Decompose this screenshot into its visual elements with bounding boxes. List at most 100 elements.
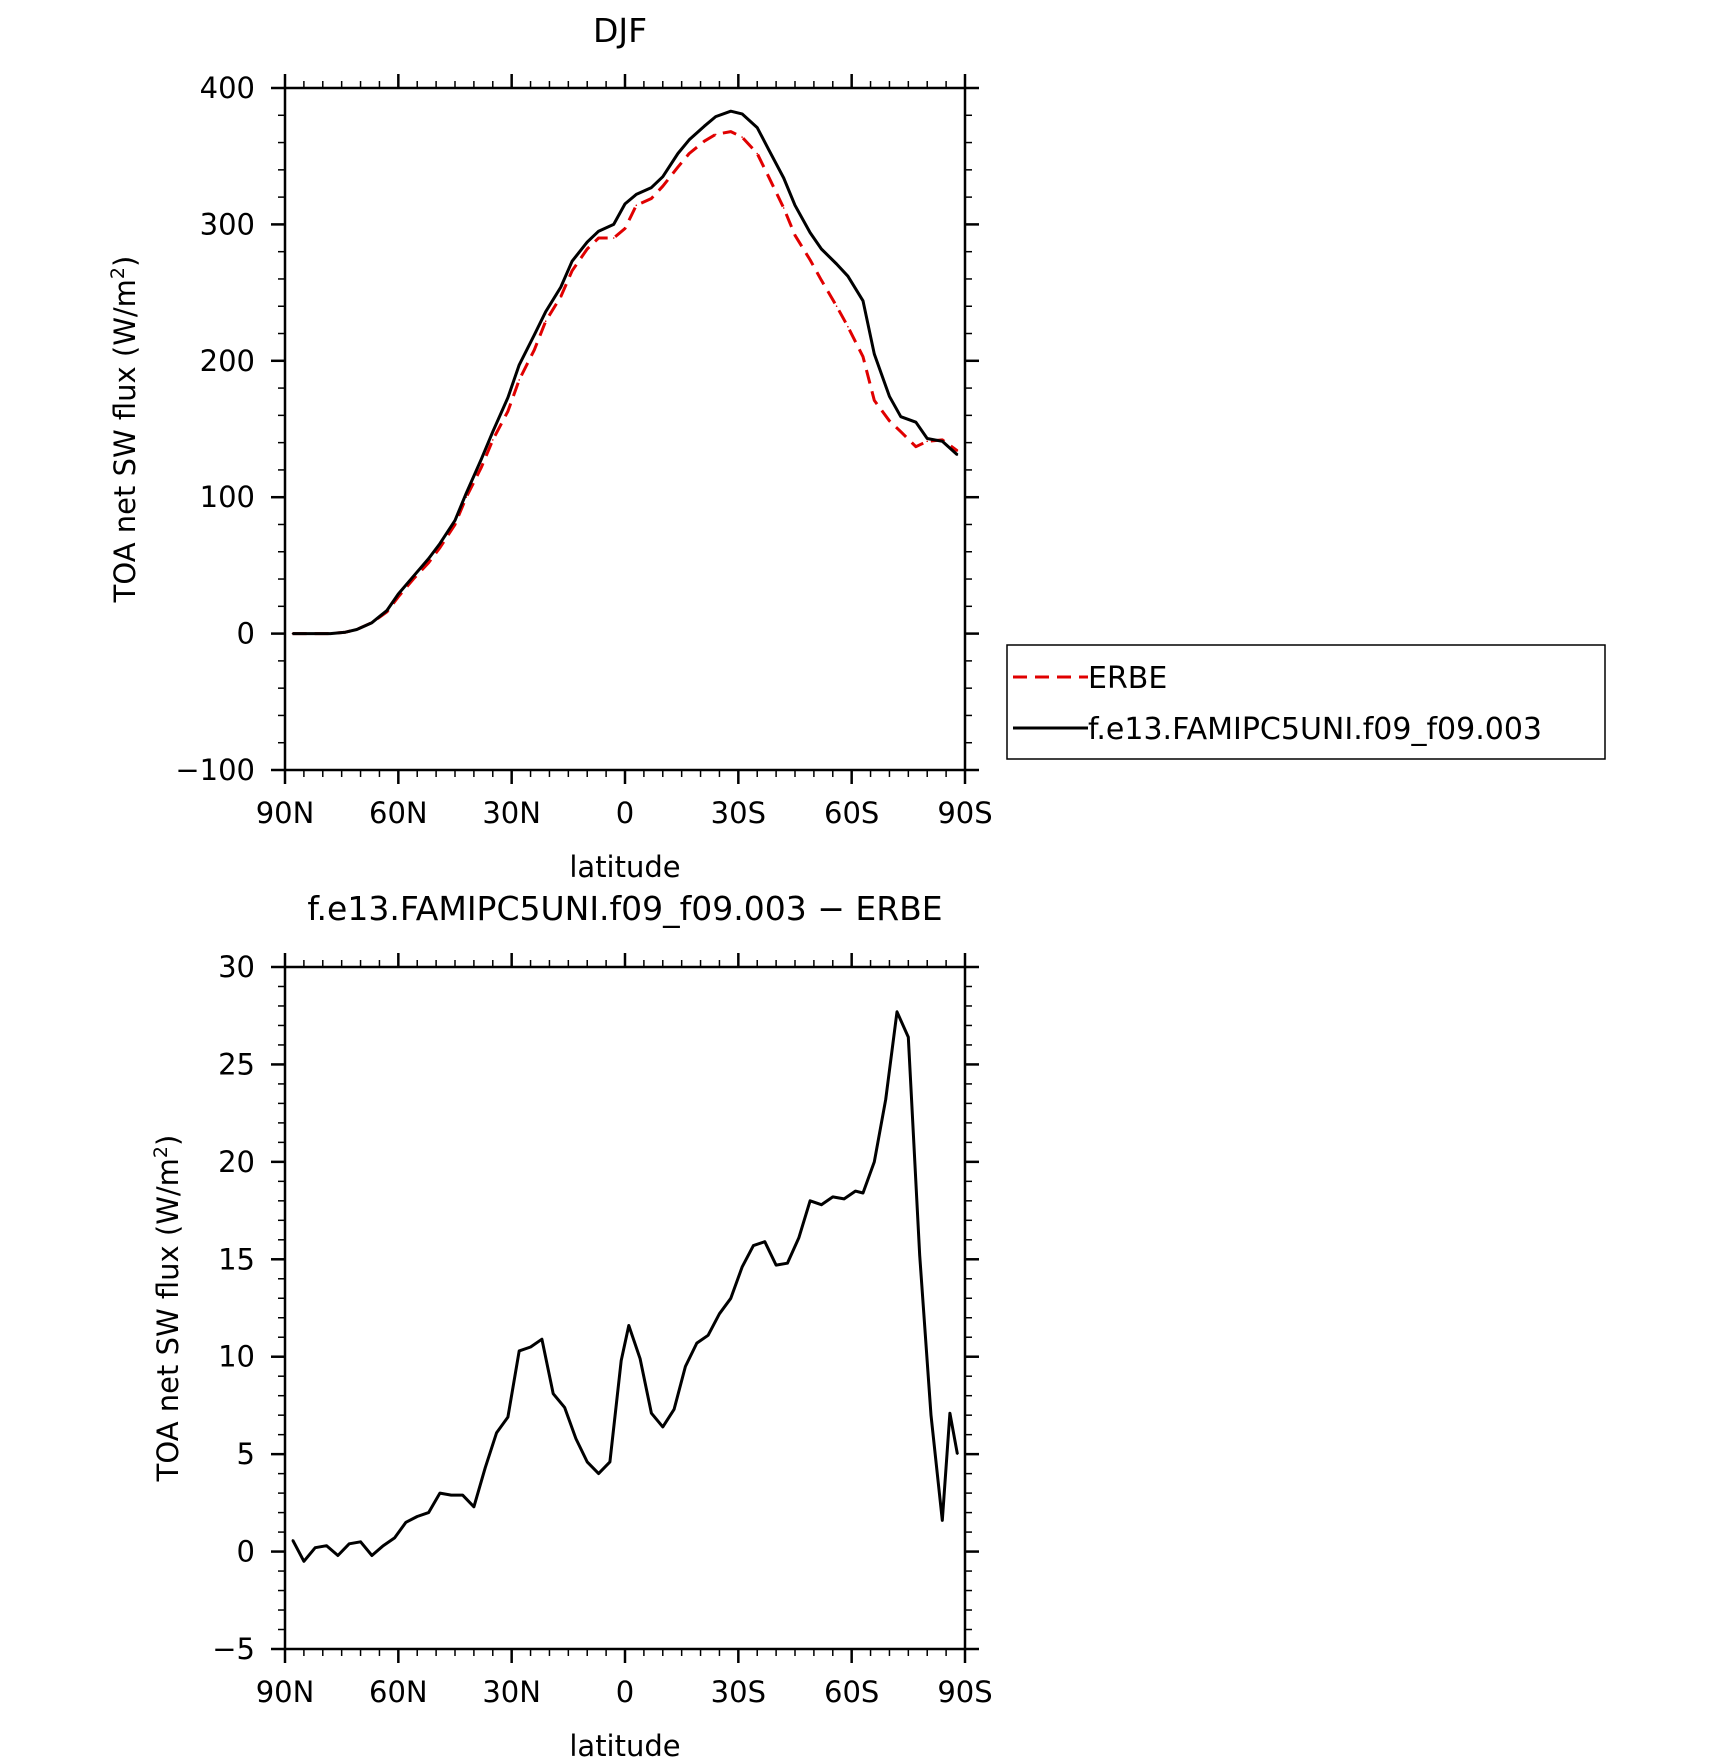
bottom-data-point xyxy=(473,1506,475,1508)
bottom-data-point xyxy=(843,1198,845,1200)
top-data-point xyxy=(318,632,320,635)
bottom-y-tick-label: 25 xyxy=(218,1047,255,1081)
legend-label-erbe: ERBE xyxy=(1088,661,1167,696)
bottom-data-point xyxy=(563,1406,566,1409)
top-data-point xyxy=(835,305,838,308)
top-data-point xyxy=(624,203,626,205)
top-series-group xyxy=(291,109,959,636)
top-y-tick-label: −100 xyxy=(175,753,255,787)
top-data-point xyxy=(427,561,430,564)
top-data-point xyxy=(809,259,811,261)
top-y-axis-label-main: TOA net SW flux (W/m xyxy=(108,279,142,603)
bottom-data-point xyxy=(918,1254,921,1257)
bottom-data-point xyxy=(639,1357,641,1360)
bottom-data-point xyxy=(416,1515,419,1518)
top-data-point xyxy=(533,349,536,351)
bottom-data-point xyxy=(586,1461,588,1463)
top-data-point xyxy=(662,175,664,178)
top-data-point xyxy=(915,445,917,448)
top-data-point xyxy=(612,223,615,226)
bottom-data-point xyxy=(450,1494,453,1496)
bottom-data-point xyxy=(673,1408,675,1411)
bottom-data-point xyxy=(303,1560,305,1563)
bottom-data-point xyxy=(862,1192,864,1194)
bottom-x-tick-label: 30S xyxy=(711,1675,766,1709)
top-data-point xyxy=(888,395,891,398)
bottom-data-point xyxy=(650,1412,653,1414)
top-data-point xyxy=(926,440,928,443)
top-data-point xyxy=(873,353,876,355)
top-data-point xyxy=(677,152,679,155)
bottom-data-point xyxy=(949,1412,951,1414)
bottom-y-tick-label: 15 xyxy=(218,1242,255,1276)
bottom-data-point xyxy=(609,1461,611,1463)
top-y-axis-label-superscript: 2 xyxy=(107,267,129,279)
bottom-data-point xyxy=(798,1237,800,1239)
bottom-chart: f.e13.FAMIPC5UNI.f09_f09.003 − ERBE 90N 6… xyxy=(150,889,993,1762)
top-data-point xyxy=(439,546,441,549)
bottom-data-point xyxy=(427,1511,430,1514)
top-data-point xyxy=(480,466,483,469)
top-data-point xyxy=(730,110,732,112)
bottom-data-point xyxy=(741,1266,743,1268)
top-data-point xyxy=(794,204,796,207)
top-data-point xyxy=(303,632,305,635)
bottom-data-point xyxy=(930,1414,932,1416)
top-data-point xyxy=(454,519,456,522)
top-x-axis-label: latitude xyxy=(569,850,680,884)
bottom-y-tick-label: 20 xyxy=(218,1145,255,1179)
bottom-data-point xyxy=(884,1098,887,1101)
top-y-tick-label: 100 xyxy=(200,480,255,514)
bottom-y-axis-label: TOA net SW flux (W/m2) xyxy=(150,1135,185,1483)
top-data-point xyxy=(688,152,690,155)
bottom-data-point xyxy=(752,1244,755,1247)
top-data-point xyxy=(688,139,690,141)
bottom-data-point xyxy=(325,1544,328,1547)
bottom-data-point xyxy=(718,1313,721,1315)
bottom-data-point xyxy=(620,1359,622,1362)
top-data-point xyxy=(730,130,732,133)
top-data-point xyxy=(847,275,849,278)
bottom-x-axis-label: latitude xyxy=(569,1729,680,1762)
top-data-point xyxy=(782,177,785,179)
top-data-point xyxy=(465,492,468,494)
top-data-point xyxy=(650,197,653,200)
top-y-tick-label: 200 xyxy=(200,344,255,378)
top-data-point xyxy=(767,175,770,178)
bottom-x-tick-label: 0 xyxy=(616,1675,634,1709)
top-data-point xyxy=(480,458,483,460)
top-data-point xyxy=(544,320,547,323)
top-data-point xyxy=(662,185,664,187)
top-data-point xyxy=(586,241,588,243)
top-x-tick-label: 30S xyxy=(711,796,766,830)
bottom-data-point xyxy=(896,1011,898,1013)
top-x-tick-label: 60S xyxy=(824,796,879,830)
top-data-point xyxy=(873,399,876,402)
top-chart: DJF 90N 60N 30N 0 30S 60S 90S −100 0 100 200 300 40… xyxy=(107,11,1606,884)
top-data-point xyxy=(597,237,600,239)
bottom-data-point xyxy=(956,1453,959,1455)
bottom-data-point xyxy=(684,1365,687,1368)
bottom-data-point xyxy=(820,1203,823,1206)
bottom-data-point xyxy=(371,1554,373,1557)
top-data-point xyxy=(454,523,456,526)
bottom-x-tick-labels: 90N 60N 30N 0 30S 60S 90S xyxy=(256,1675,993,1709)
bottom-data-point xyxy=(873,1161,876,1163)
top-x-tick-labels: 90N 60N 30N 0 30S 60S 90S xyxy=(256,796,993,830)
top-y-axis-label: TOA net SW flux (W/m2) xyxy=(107,256,142,604)
top-data-point xyxy=(820,248,823,250)
bottom-data-point xyxy=(575,1437,577,1440)
top-data-point xyxy=(782,207,785,209)
top-data-point xyxy=(439,542,441,545)
top-data-point xyxy=(518,364,520,366)
top-x-tick-label: 90S xyxy=(937,796,992,830)
bottom-data-point xyxy=(291,1539,294,1541)
top-x-tick-label: 30N xyxy=(482,796,541,830)
bottom-chart-title: f.e13.FAMIPC5UNI.f09_f09.003 − ERBE xyxy=(307,889,942,928)
top-x-tick-label: 90N xyxy=(256,796,315,830)
bottom-data-point xyxy=(314,1546,317,1549)
top-data-point xyxy=(612,237,615,239)
bottom-data-point xyxy=(941,1519,944,1522)
